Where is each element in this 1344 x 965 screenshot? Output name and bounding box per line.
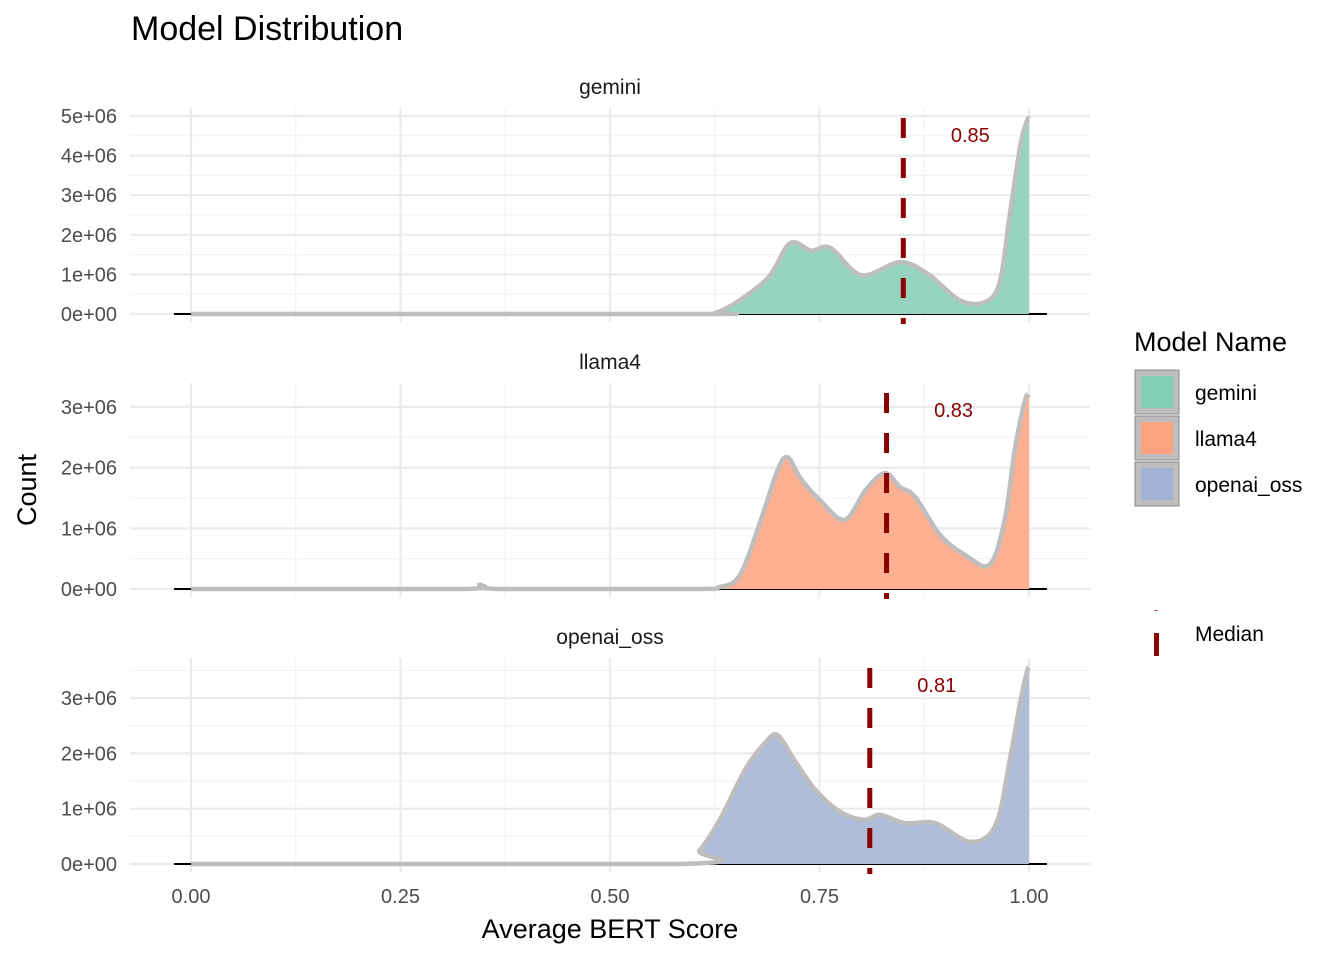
panel-openai_oss: openai_oss 0e+00 1e+06 2e+06 3e+06 0.81 <box>61 626 1090 876</box>
panel-llama4: llama4 0e+00 1e+06 2e+06 3e+06 0.83 <box>61 351 1090 601</box>
chart-title: Model Distribution <box>131 10 403 48</box>
y-tick-label: 2e+06 <box>61 225 117 247</box>
legend-median-label: Median <box>1195 623 1264 646</box>
legend-swatch-llama4 <box>1141 422 1173 454</box>
y-tick-label: 2e+06 <box>61 743 117 765</box>
density-area-gemini <box>191 118 1029 314</box>
legend-swatch-openai_oss <box>1141 468 1173 500</box>
y-tick-label: 3e+06 <box>61 185 117 207</box>
x-tick-label: 0.75 <box>800 886 839 908</box>
median-label-gemini: 0.85 <box>951 125 990 147</box>
y-tick-label: 4e+06 <box>61 146 117 168</box>
density-outline-openai_oss <box>190 664 1032 867</box>
density-outline-llama4 <box>191 392 1031 592</box>
density-area-llama4 <box>191 394 1029 589</box>
legend-label-llama4: llama4 <box>1195 428 1257 451</box>
y-tick-label: 2e+06 <box>61 458 117 480</box>
x-tick-label: 0.25 <box>381 886 420 908</box>
y-tick-label: 3e+06 <box>61 397 117 419</box>
legend-swatch-gemini <box>1141 376 1173 408</box>
x-tick-label: 1.00 <box>1010 886 1049 908</box>
legend-label-gemini: gemini <box>1195 382 1257 405</box>
panel-strip-label: gemini <box>579 76 641 99</box>
y-tick-label: 3e+06 <box>61 688 117 710</box>
density-outline-gemini <box>191 115 1032 317</box>
y-tick-label: 0e+00 <box>61 304 117 326</box>
y-axis-label: Count <box>12 453 42 526</box>
legend: Model Name gemini llama4 openai_oss Median <box>1134 327 1302 656</box>
legend-median-key <box>1154 633 1159 656</box>
x-tick-label: 0.50 <box>591 886 630 908</box>
legend-label-openai_oss: openai_oss <box>1195 474 1302 497</box>
y-tick-label: 1e+06 <box>61 518 117 540</box>
panel-strip-label: llama4 <box>579 351 641 374</box>
median-label-llama4: 0.83 <box>934 400 973 422</box>
legend-median-key-tick <box>1154 610 1158 611</box>
y-tick-label: 1e+06 <box>61 264 117 286</box>
y-tick-label: 0e+00 <box>61 579 117 601</box>
panel-strip-label: openai_oss <box>556 626 663 649</box>
y-tick-label: 5e+06 <box>61 106 117 128</box>
panel-gemini: gemini 0e+00 1e+06 2e+06 3e+06 4e+06 5e+06 0.85 <box>61 76 1090 326</box>
median-label-openai_oss: 0.81 <box>917 675 956 697</box>
legend-title: Model Name <box>1134 327 1287 357</box>
y-tick-label: 1e+06 <box>61 799 117 821</box>
density-area-openai_oss <box>191 667 1029 864</box>
y-tick-label: 0e+00 <box>61 854 117 876</box>
x-axis-label: Average BERT Score <box>482 914 739 944</box>
x-tick-label: 0.00 <box>172 886 211 908</box>
